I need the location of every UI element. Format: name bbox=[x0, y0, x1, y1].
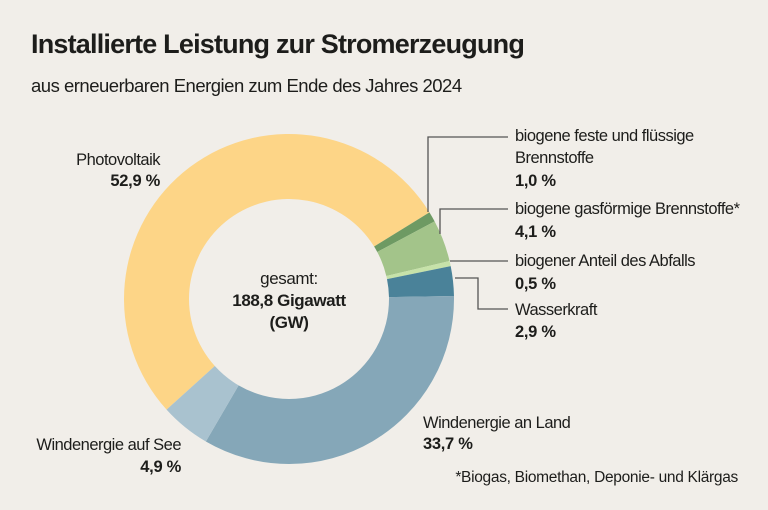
value-abfall: 0,5 % bbox=[515, 275, 556, 293]
value-bio-fest: 1,0 % bbox=[515, 172, 556, 190]
slice-photovoltaik bbox=[123, 133, 430, 410]
chart-title: Installierte Leistung zur Stromerzeugung bbox=[31, 29, 524, 59]
label-wind-land: Windenergie an Land bbox=[423, 414, 571, 432]
leader-line-bio-fest bbox=[427, 136, 508, 212]
label-wasserkraft: Wasserkraft bbox=[515, 301, 598, 319]
value-photovoltaik: 52,9 % bbox=[110, 172, 160, 190]
value-wind-see: 4,9 % bbox=[140, 458, 181, 476]
label-bio-fest-1: biogene feste und flüssige bbox=[515, 127, 694, 145]
label-wind-see: Windenergie auf See bbox=[36, 436, 181, 454]
slice-biogene-gasförmige-brennstoffe bbox=[377, 221, 450, 276]
donut bbox=[123, 133, 455, 464]
center-unit: (GW) bbox=[270, 313, 309, 332]
center-label: gesamt: bbox=[260, 269, 318, 288]
chart-subtitle: aus erneuerbaren Energien zum Ende des J… bbox=[31, 75, 462, 96]
value-wind-land: 33,7 % bbox=[423, 435, 473, 453]
center-total: 188,8 Gigawatt bbox=[232, 291, 346, 310]
leader-line-bio-gas bbox=[439, 208, 508, 234]
label-photovoltaik: Photovoltaik bbox=[76, 151, 161, 169]
slice-windenergie-an-land bbox=[205, 295, 455, 464]
slice-biogener-anteil-des-abfalls bbox=[386, 261, 451, 280]
slice-windenergie-auf-see bbox=[166, 366, 239, 442]
slice-biogene-feste-und-flüssige-brennstoffe bbox=[374, 212, 435, 252]
footnote: *Biogas, Biomethan, Deponie- und Klärgas bbox=[455, 469, 738, 486]
label-bio-gas: biogene gasförmige Brennstoffe* bbox=[515, 200, 741, 218]
value-wasserkraft: 2,9 % bbox=[515, 323, 556, 341]
leader-line-wasser bbox=[455, 277, 508, 310]
value-bio-gas: 4,1 % bbox=[515, 223, 556, 241]
slice-wasserkraft bbox=[386, 266, 454, 298]
label-abfall: biogener Anteil des Abfalls bbox=[515, 252, 695, 270]
label-bio-fest-2: Brennstoffe bbox=[515, 149, 594, 167]
